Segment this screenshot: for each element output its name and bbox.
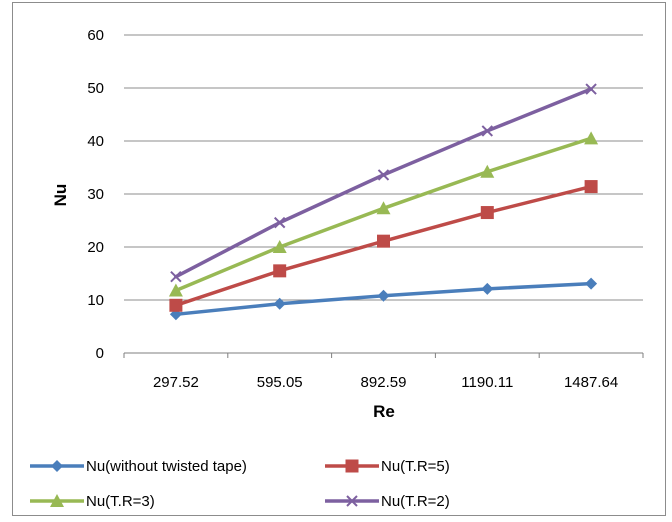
data-point bbox=[584, 180, 598, 194]
y-tick-label: 0 bbox=[96, 345, 104, 362]
series-line bbox=[174, 87, 593, 279]
x-tick-label: 595.05 bbox=[257, 374, 303, 391]
y-tick-label: 40 bbox=[87, 133, 104, 150]
legend-marker bbox=[51, 460, 63, 472]
data-point bbox=[481, 125, 494, 137]
legend: Nu(without twisted tape) Nu(T.R=5) Nu(T.R=… bbox=[30, 458, 450, 510]
legend-entry: Nu(without twisted tape) bbox=[30, 458, 247, 475]
series-4 bbox=[170, 83, 597, 283]
legend-entry: Nu(T.R=3) bbox=[30, 493, 155, 510]
legend-label: Nu(T.R=2) bbox=[381, 493, 450, 510]
x-tick-labels: 297.52 595.05 892.59 1190.11 1487.64 bbox=[153, 374, 618, 391]
data-point bbox=[377, 234, 390, 248]
series-2 bbox=[169, 180, 598, 312]
legend-marker bbox=[346, 495, 358, 507]
data-point bbox=[377, 169, 390, 181]
x-tick-label: 1487.64 bbox=[564, 374, 618, 391]
data-point bbox=[273, 264, 287, 278]
legend-marker bbox=[345, 459, 359, 473]
data-point bbox=[170, 270, 182, 283]
x-tick-label: 1190.11 bbox=[461, 374, 513, 391]
data-point bbox=[585, 277, 598, 290]
legend-label: Nu(T.R=5) bbox=[381, 458, 450, 475]
y-tick-label: 20 bbox=[87, 239, 104, 256]
data-point bbox=[168, 283, 183, 297]
data-point bbox=[481, 282, 494, 295]
legend-label: Nu(T.R=3) bbox=[86, 493, 155, 510]
y-tick-label: 10 bbox=[87, 292, 104, 309]
data-point bbox=[480, 164, 495, 178]
data-point bbox=[272, 240, 287, 253]
series-1 bbox=[169, 277, 598, 321]
plot-series bbox=[168, 83, 599, 321]
y-tick-labels: 0 10 20 30 40 50 60 bbox=[87, 27, 104, 362]
y-tick-label: 60 bbox=[87, 27, 104, 44]
data-point bbox=[584, 131, 599, 145]
y-axis-title: Nu bbox=[51, 184, 70, 207]
data-point bbox=[169, 298, 183, 312]
data-point bbox=[480, 206, 494, 220]
data-point bbox=[377, 289, 390, 302]
x-tick-label: 892.59 bbox=[361, 374, 407, 391]
data-point bbox=[273, 216, 286, 229]
gridlines bbox=[123, 34, 644, 358]
y-tick-label: 50 bbox=[87, 80, 104, 97]
x-tick-label: 297.52 bbox=[153, 374, 199, 391]
legend-entry: Nu(T.R=5) bbox=[325, 458, 450, 475]
legend-entry: Nu(T.R=2) bbox=[325, 493, 450, 510]
data-point bbox=[273, 297, 286, 310]
legend-label: Nu(without twisted tape) bbox=[86, 458, 247, 475]
legend-marker bbox=[50, 494, 64, 507]
data-point bbox=[585, 83, 597, 95]
series-line bbox=[174, 136, 593, 293]
x-axis-title: Re bbox=[373, 402, 395, 421]
series-3 bbox=[168, 131, 599, 297]
y-tick-label: 30 bbox=[87, 186, 104, 203]
data-point bbox=[376, 201, 391, 215]
